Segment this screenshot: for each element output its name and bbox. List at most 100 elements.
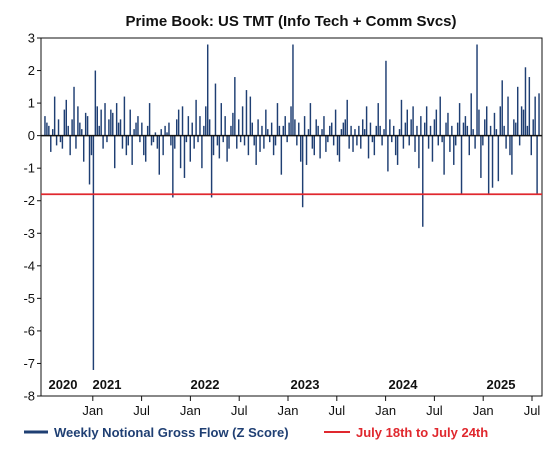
bar (197, 135, 199, 143)
bar (139, 135, 141, 143)
year-label: 2021 (93, 377, 122, 392)
bar (183, 135, 186, 178)
bar (123, 96, 126, 136)
bar (230, 125, 232, 136)
bar (454, 135, 457, 146)
bar (75, 135, 77, 149)
bar (431, 135, 434, 162)
bar (206, 44, 209, 136)
bar (144, 135, 147, 162)
bar (420, 116, 422, 136)
bar (396, 135, 399, 165)
bar (253, 135, 255, 146)
bar (185, 135, 188, 143)
year-label: 2024 (389, 377, 419, 392)
bar (150, 135, 153, 146)
year-label: 2025 (487, 377, 516, 392)
bar-series (44, 44, 540, 370)
bar (462, 122, 465, 136)
bar (365, 106, 368, 136)
bar (199, 116, 201, 136)
bar (249, 96, 252, 136)
bar (272, 135, 275, 156)
bar (232, 112, 234, 136)
bar (427, 135, 430, 149)
bar (117, 122, 120, 136)
bar (57, 119, 60, 136)
bar (534, 96, 536, 136)
bar (385, 60, 387, 136)
bar (484, 119, 486, 136)
bar (179, 135, 182, 169)
bar (152, 135, 155, 143)
bar (416, 125, 418, 136)
bar (261, 125, 263, 136)
bar (257, 119, 259, 136)
y-tick-label: 3 (28, 31, 35, 46)
bar (375, 125, 377, 136)
y-tick-label: -4 (23, 258, 35, 273)
bar (303, 116, 306, 136)
bar (439, 96, 441, 136)
bar (377, 103, 379, 136)
bar (513, 119, 515, 136)
y-tick-label: -2 (23, 193, 35, 208)
y-tick-label: -6 (23, 323, 35, 338)
bar (404, 122, 407, 136)
bar (307, 129, 310, 136)
bar (174, 135, 176, 149)
bar (290, 106, 292, 136)
bar (234, 77, 236, 136)
bar (340, 129, 343, 136)
bar (391, 135, 393, 143)
bar (317, 125, 319, 136)
year-label: 2022 (191, 377, 220, 392)
bar (141, 122, 143, 136)
bar (381, 135, 383, 146)
bar (82, 135, 85, 162)
year-label: 2020 (49, 377, 78, 392)
bar (298, 122, 300, 136)
bar (44, 116, 46, 136)
bar (429, 125, 432, 136)
bar (67, 125, 69, 136)
bar (224, 116, 226, 136)
y-tick-label: 2 (28, 63, 35, 78)
y-tick-label: 0 (28, 128, 35, 143)
bar (437, 135, 439, 146)
bar (51, 129, 54, 136)
bar (168, 122, 170, 136)
bar (46, 122, 48, 136)
bar (137, 116, 139, 136)
bar (106, 135, 108, 143)
bar (282, 125, 284, 136)
bar (59, 135, 62, 143)
bar (170, 135, 172, 146)
bar (387, 135, 389, 172)
bar (507, 96, 509, 136)
bar (113, 135, 116, 169)
bar (175, 119, 178, 136)
bar (447, 112, 449, 136)
bar (373, 135, 376, 156)
bar (127, 135, 129, 146)
bar (379, 125, 381, 136)
bar (251, 122, 253, 136)
bar (86, 116, 89, 136)
bar (456, 122, 459, 136)
bar (160, 129, 162, 136)
bar (515, 122, 517, 136)
bar (423, 122, 426, 136)
bar (104, 103, 106, 136)
bar (84, 112, 87, 136)
bar (247, 135, 250, 156)
bar (259, 135, 261, 152)
bar (530, 135, 532, 156)
bar (435, 109, 438, 136)
bar (509, 135, 511, 156)
bar (408, 135, 410, 146)
bar (77, 106, 79, 136)
bar (164, 125, 166, 136)
bar (476, 44, 478, 136)
bar (453, 135, 455, 165)
